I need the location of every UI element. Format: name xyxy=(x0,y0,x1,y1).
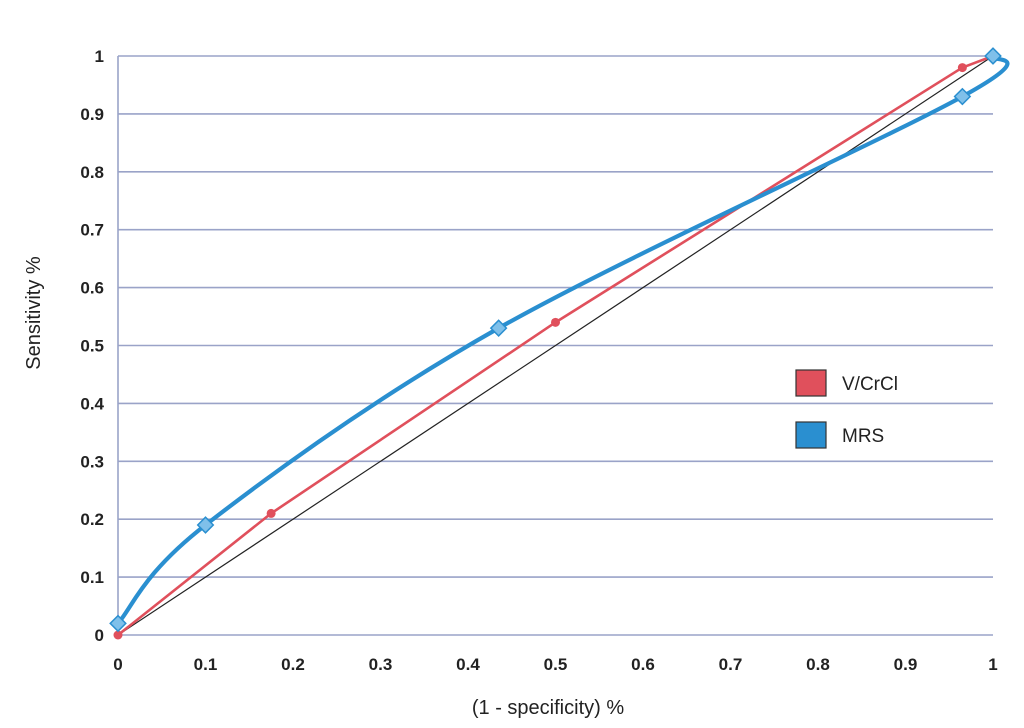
y-tick-label: 0.7 xyxy=(80,221,104,240)
x-tick-label: 0.8 xyxy=(806,655,830,674)
data-point xyxy=(984,47,1002,65)
x-tick-label: 0 xyxy=(113,655,122,674)
x-tick-label: 0.9 xyxy=(894,655,918,674)
y-tick-label: 0.2 xyxy=(80,510,104,529)
x-tick-label: 0.4 xyxy=(456,655,480,674)
legend-label: V/CrCl xyxy=(842,374,898,395)
data-point xyxy=(489,319,508,337)
x-tick-label: 0.3 xyxy=(369,655,393,674)
y-tick-label: 0 xyxy=(95,626,104,645)
y-tick-label: 0.3 xyxy=(80,452,104,471)
y-tick-label: 0.6 xyxy=(80,279,104,298)
y-axis-title: Sensitivity % xyxy=(23,256,45,370)
x-tick-labels: 0 0.1 0.2 0.3 0.4 0.5 0.6 0.7 0.8 0.9 1 xyxy=(113,655,997,674)
data-point xyxy=(109,614,127,633)
x-axis-title: (1 - specificity) % xyxy=(472,697,624,719)
y-tick-label: 0.4 xyxy=(80,394,104,413)
series-line-mrs xyxy=(115,53,1010,626)
y-tick-label: 1 xyxy=(95,47,104,66)
data-point xyxy=(196,516,215,534)
y-tick-label: 0.1 xyxy=(80,568,104,587)
legend: V/CrCl MRS xyxy=(795,369,898,449)
x-tick-label: 0.5 xyxy=(544,655,568,674)
data-point xyxy=(266,508,276,518)
data-point xyxy=(113,630,123,640)
y-tick-label: 0.5 xyxy=(80,337,104,356)
series-group xyxy=(109,47,1010,640)
data-point xyxy=(957,63,967,73)
x-tick-label: 1 xyxy=(988,655,997,674)
x-tick-label: 0.2 xyxy=(281,655,305,674)
y-tick-labels: 0 0.1 0.2 0.3 0.4 0.5 0.6 0.7 0.8 0.9 1 xyxy=(80,47,104,645)
data-point xyxy=(551,317,560,327)
x-tick-label: 0.6 xyxy=(631,655,655,674)
legend-label: MRS xyxy=(842,426,884,447)
y-tick-label: 0.8 xyxy=(80,163,104,182)
y-tick-label: 0.9 xyxy=(80,105,104,124)
legend-swatch xyxy=(795,421,827,449)
x-tick-label: 0.1 xyxy=(194,655,218,674)
legend-swatch xyxy=(795,369,827,397)
x-tick-label: 0.7 xyxy=(719,655,743,674)
data-point xyxy=(953,87,972,106)
